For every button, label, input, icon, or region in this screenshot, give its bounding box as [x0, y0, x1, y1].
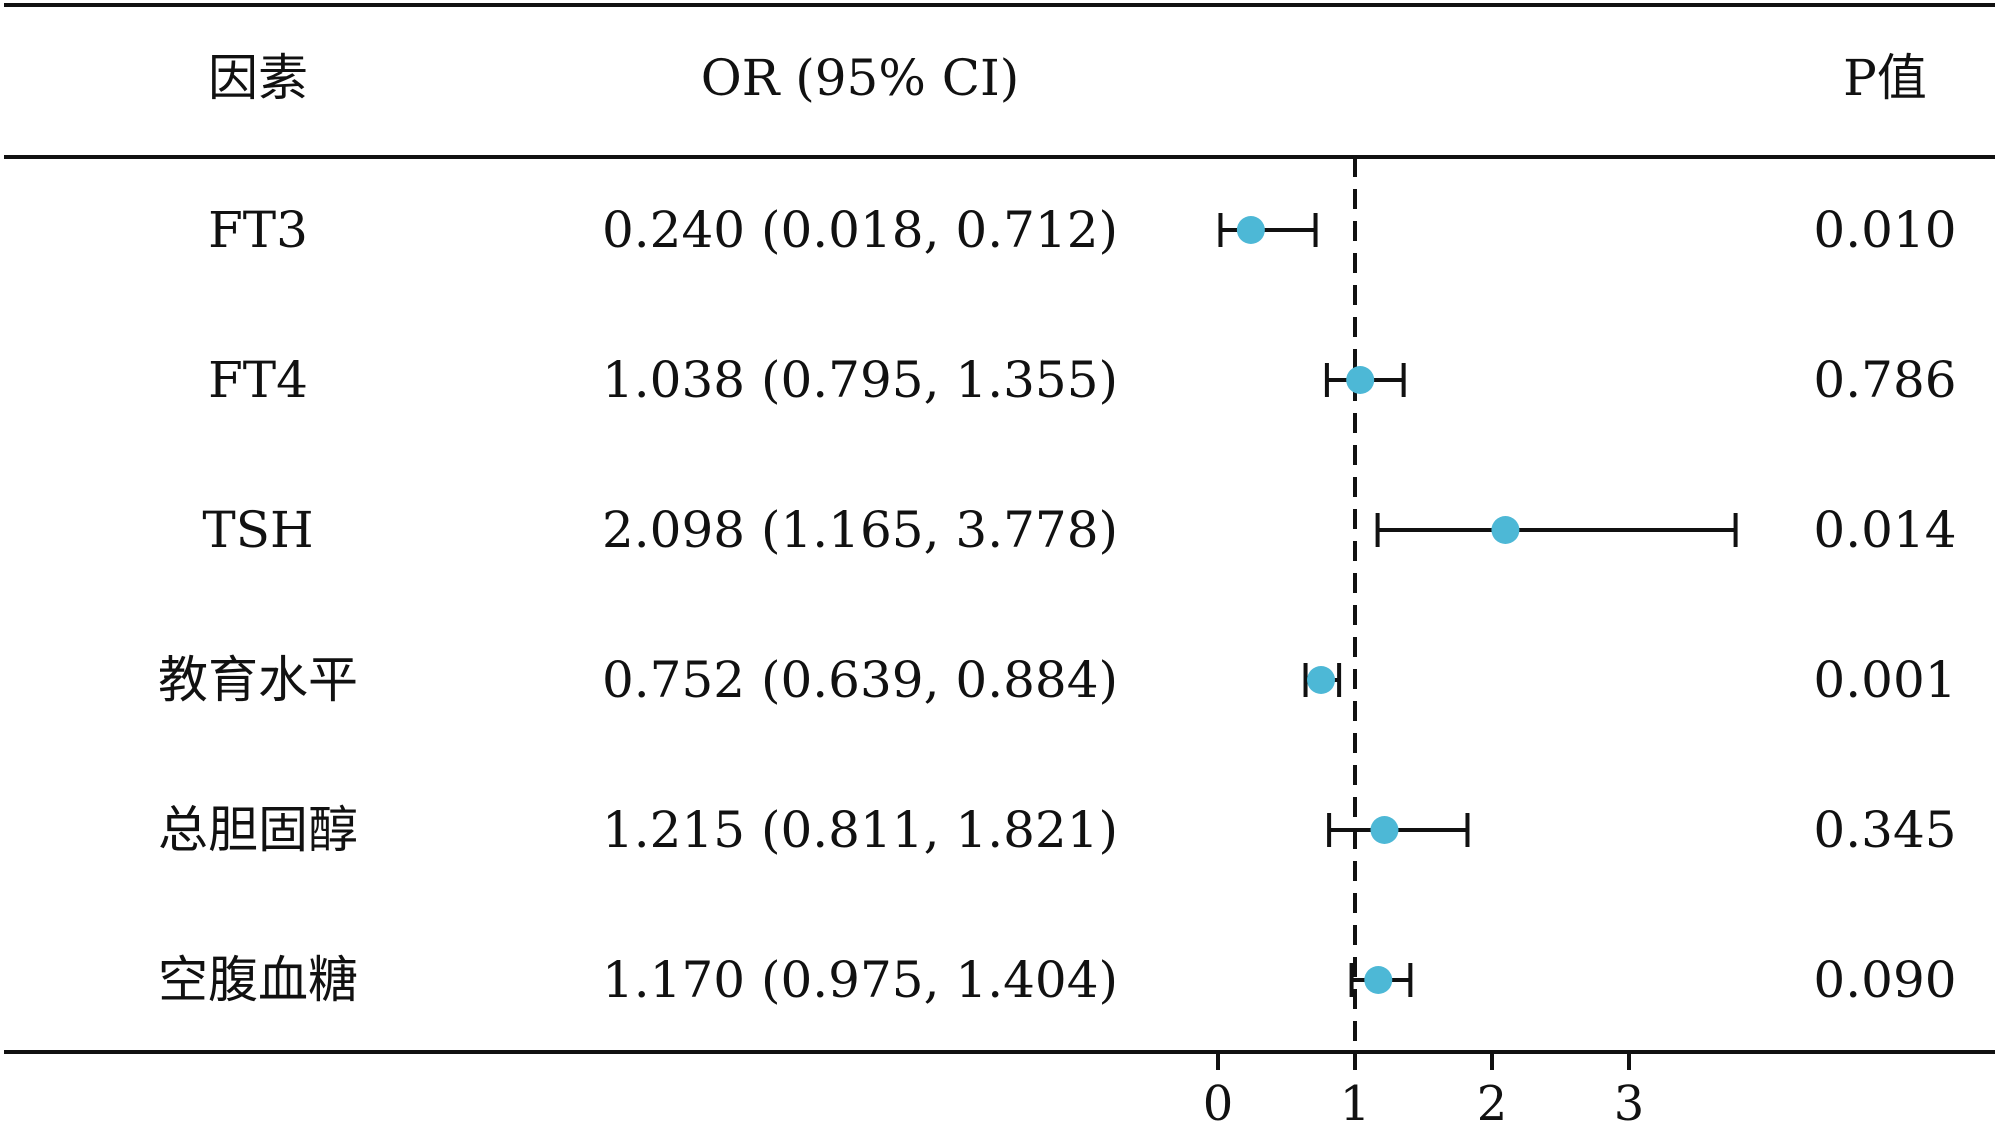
row-or-ci-label: 0.752 (0.639, 0.884) [602, 651, 1118, 709]
x-axis: 0 1 2 3 [1203, 1052, 1645, 1130]
x-tick-label: 0 [1203, 1076, 1234, 1130]
row-factor-label: 总胆固醇 [158, 801, 358, 859]
row-factor-label: 教育水平 [158, 651, 358, 709]
or-point [1364, 966, 1393, 994]
plot-area [1218, 157, 1738, 1052]
header-or-ci: OR (95% CI) [701, 49, 1020, 107]
or-point [1491, 516, 1520, 544]
row-p-value-label: 0.345 [1813, 801, 1956, 859]
header-factor: 因素 [208, 49, 308, 107]
x-tick-label: 2 [1477, 1076, 1508, 1130]
row-or-ci-label: 1.215 (0.811, 1.821) [602, 801, 1118, 859]
row-p-value-label: 0.010 [1813, 201, 1956, 259]
row-or-ci-label: 0.240 (0.018, 0.712) [602, 201, 1118, 259]
or-point [1236, 216, 1265, 244]
row-or-ci-label: 1.170 (0.975, 1.404) [602, 951, 1118, 1009]
row-or-ci-label: 2.098 (1.165, 3.778) [602, 501, 1118, 559]
x-tick-label: 3 [1614, 1076, 1645, 1130]
x-tick-label: 1 [1340, 1076, 1371, 1130]
row-or-ci-label: 1.038 (0.795, 1.355) [602, 351, 1118, 409]
rows-layer: FT3 0.240 (0.018, 0.712) 0.010 FT4 1.038 (0.… [158, 201, 1957, 1009]
row-factor-label: FT4 [208, 351, 308, 409]
row-p-value-label: 0.014 [1813, 501, 1956, 559]
row-p-value-label: 0.001 [1813, 651, 1956, 709]
or-point [1346, 366, 1375, 394]
row-p-value-label: 0.090 [1813, 951, 1956, 1009]
row-factor-label: FT3 [208, 201, 308, 259]
row-factor-label: 空腹血糖 [158, 951, 358, 1009]
row-factor-label: TSH [202, 501, 313, 559]
row-p-value-label: 0.786 [1813, 351, 1956, 409]
or-point [1370, 816, 1399, 844]
header-p-value: P值 [1843, 49, 1927, 107]
or-point [1307, 666, 1336, 694]
